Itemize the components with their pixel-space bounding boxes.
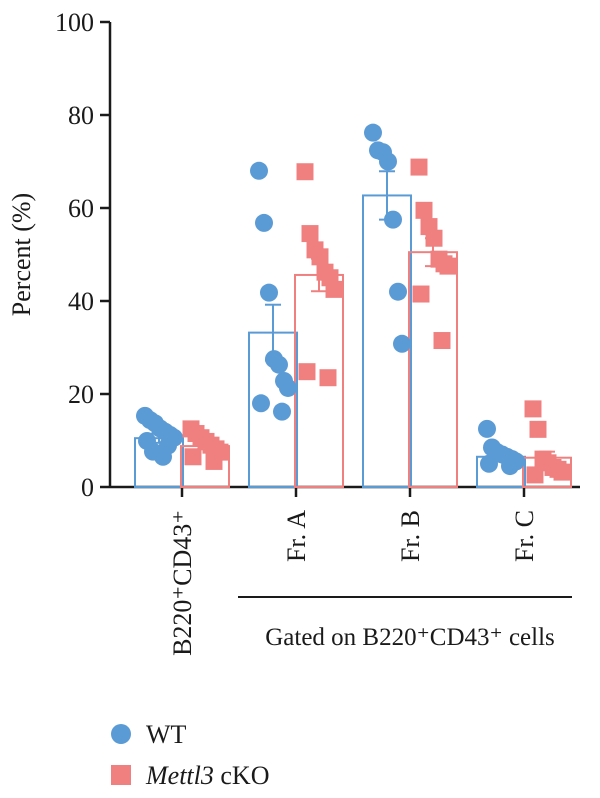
data-point	[529, 420, 547, 438]
data-point	[270, 355, 288, 374]
legend: WT Mettl3 cKO	[111, 720, 269, 790]
data-point	[319, 369, 337, 387]
data-point	[439, 257, 457, 275]
legend-marker	[111, 765, 131, 785]
data-point	[524, 400, 542, 418]
data-point	[415, 201, 433, 219]
data-point	[364, 123, 382, 142]
data-point	[311, 248, 329, 266]
y-tick-label: 100	[55, 8, 94, 37]
legend-marker	[111, 724, 131, 744]
data-point	[252, 394, 270, 413]
data-point	[301, 225, 319, 243]
data-point	[205, 452, 223, 470]
data-point	[279, 378, 297, 397]
data-point	[273, 402, 291, 421]
data-point	[255, 213, 273, 232]
data-point	[425, 229, 443, 247]
legend-label-part: Mettl3	[145, 761, 214, 790]
legend-label: WT	[146, 720, 187, 749]
data-point	[478, 419, 496, 438]
category-label: Fr. C	[510, 510, 539, 562]
category-label: Fr. B	[396, 510, 425, 562]
data-point	[412, 285, 430, 303]
y-axis-label: Percent (%)	[7, 193, 36, 316]
data-point	[298, 363, 316, 381]
y-tick-label: 40	[68, 287, 94, 316]
y-tick-label: 0	[81, 473, 94, 502]
legend-label: Mettl3 cKO	[145, 761, 269, 790]
data-point	[389, 282, 407, 301]
data-point	[526, 466, 544, 484]
legend-label-part: WT	[146, 720, 187, 749]
data-point	[154, 447, 172, 466]
category-labels: B220⁺CD43⁺ Fr. A Fr. B Fr. C Gated on B220⁺C…	[168, 510, 572, 656]
data-point	[501, 457, 519, 476]
legend-label-part: cKO	[214, 761, 270, 790]
data-point	[480, 454, 498, 473]
data-point	[325, 280, 343, 298]
y-tick-label: 80	[68, 101, 94, 130]
data-point	[410, 158, 428, 176]
data-point	[393, 334, 411, 353]
category-label: B220⁺CD43⁺	[168, 510, 197, 656]
data-point	[384, 210, 402, 229]
data-point	[184, 448, 202, 466]
data-point	[296, 163, 314, 181]
data-points	[136, 123, 571, 484]
category-label: Fr. A	[282, 510, 311, 562]
data-point	[250, 161, 268, 180]
y-tick-label: 20	[68, 380, 94, 409]
data-point	[553, 463, 571, 481]
group-bracket-label: Gated on B220⁺CD43⁺ cells	[265, 624, 555, 651]
data-point	[379, 152, 397, 171]
y-tick-label: 60	[68, 194, 94, 223]
data-point	[260, 283, 278, 302]
data-point	[433, 332, 451, 350]
y-axis: 0 20 40 60 80 100 Percent (%)	[7, 8, 580, 502]
